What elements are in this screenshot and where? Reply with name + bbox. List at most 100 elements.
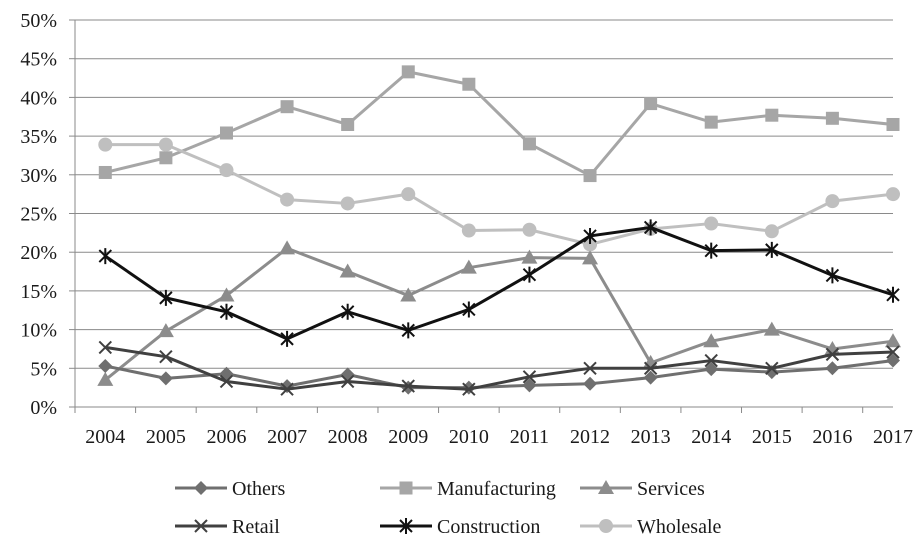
data-point bbox=[280, 100, 294, 114]
data-point bbox=[159, 349, 173, 364]
data-point bbox=[599, 519, 613, 533]
data-point bbox=[341, 117, 355, 131]
data-point bbox=[763, 321, 780, 336]
data-point bbox=[643, 370, 658, 385]
series-construction bbox=[98, 219, 900, 347]
data-point bbox=[219, 303, 234, 320]
y-tick-label: 20% bbox=[20, 242, 57, 264]
data-point bbox=[462, 301, 476, 318]
y-tick-label: 45% bbox=[20, 49, 57, 71]
series-line bbox=[105, 143, 894, 246]
data-point bbox=[219, 126, 233, 140]
series-line bbox=[105, 345, 894, 391]
data-point bbox=[704, 362, 719, 377]
x-tick-label: 2005 bbox=[146, 426, 186, 448]
data-point bbox=[401, 380, 416, 395]
x-tick-label: 2017 bbox=[873, 426, 913, 448]
y-tick-label: 5% bbox=[30, 358, 57, 380]
data-point bbox=[704, 242, 718, 259]
data-point bbox=[98, 340, 113, 355]
x-tick-label: 2008 bbox=[328, 426, 368, 448]
data-point bbox=[886, 117, 900, 131]
data-point bbox=[280, 192, 295, 207]
legend-item-retail: Retail bbox=[175, 516, 280, 538]
data-point bbox=[98, 358, 113, 373]
data-point bbox=[339, 263, 356, 278]
legend-item-services: Services bbox=[580, 478, 705, 500]
legend-item-wholesale: Wholesale bbox=[580, 516, 722, 538]
data-point bbox=[521, 249, 538, 264]
x-tick-label: 2010 bbox=[449, 426, 489, 448]
data-point bbox=[522, 137, 536, 151]
data-point bbox=[886, 286, 900, 303]
data-point bbox=[461, 380, 476, 395]
data-point bbox=[401, 322, 415, 339]
x-tick-label: 2004 bbox=[85, 426, 125, 448]
x-tick-labels: 2004 2005 2006 2007 2008 2009 2010 2011 2012 2013… bbox=[85, 426, 913, 448]
legend-label: Wholesale bbox=[637, 516, 722, 538]
y-tick-label: 25% bbox=[20, 204, 57, 226]
data-point bbox=[159, 289, 173, 306]
data-point bbox=[643, 219, 658, 236]
data-point bbox=[219, 163, 234, 178]
data-point bbox=[98, 248, 113, 265]
x-tick-label: 2012 bbox=[570, 426, 610, 448]
legend-label: Services bbox=[637, 478, 705, 500]
x-tick-label: 2011 bbox=[510, 426, 549, 448]
data-point bbox=[340, 303, 355, 320]
data-point bbox=[583, 376, 598, 391]
data-point bbox=[159, 151, 173, 165]
data-point bbox=[522, 370, 537, 384]
legend-label: Others bbox=[232, 478, 286, 500]
data-point bbox=[462, 77, 476, 91]
y-tick-label: 35% bbox=[20, 126, 57, 148]
x-tick-label: 2014 bbox=[691, 426, 731, 448]
gridlines bbox=[75, 19, 893, 369]
data-point bbox=[158, 371, 173, 386]
data-point bbox=[460, 259, 477, 274]
x-tick-label: 2006 bbox=[206, 426, 246, 448]
data-point bbox=[598, 480, 614, 494]
data-point bbox=[825, 267, 840, 284]
axes bbox=[69, 19, 893, 413]
legend: Others Manufacturing Services Retail Constru… bbox=[175, 478, 722, 538]
data-point bbox=[522, 266, 537, 283]
data-point bbox=[157, 323, 174, 338]
x-tick-label: 2009 bbox=[388, 426, 428, 448]
data-point bbox=[98, 137, 113, 152]
legend-item-others: Others bbox=[175, 478, 286, 500]
series-line bbox=[104, 246, 894, 382]
data-point bbox=[704, 216, 719, 231]
data-point bbox=[886, 187, 900, 202]
data-point bbox=[522, 222, 537, 237]
legend-item-construction: Construction bbox=[380, 516, 540, 538]
data-point bbox=[582, 250, 599, 265]
data-point bbox=[340, 196, 355, 211]
series-retail bbox=[98, 340, 900, 396]
data-point bbox=[97, 371, 114, 386]
data-point bbox=[765, 361, 779, 376]
data-point bbox=[280, 330, 294, 347]
x-tick-label: 2013 bbox=[631, 426, 671, 448]
series-manufacturing bbox=[98, 65, 900, 183]
y-tick-label: 50% bbox=[20, 10, 57, 32]
series-lines bbox=[97, 65, 901, 396]
series-wholesale bbox=[98, 137, 900, 252]
data-point bbox=[825, 111, 839, 125]
y-tick-label: 0% bbox=[30, 397, 57, 419]
data-point bbox=[401, 65, 415, 79]
data-point bbox=[583, 237, 598, 252]
series-services bbox=[97, 240, 901, 386]
data-point bbox=[765, 108, 779, 122]
data-point bbox=[194, 481, 208, 495]
data-point bbox=[643, 361, 658, 376]
series-line bbox=[104, 70, 894, 178]
y-tick-label: 15% bbox=[20, 281, 57, 303]
data-point bbox=[280, 382, 294, 396]
data-point bbox=[218, 287, 235, 302]
y-tick-labels: 0% 5% 10% 15% 20% 25% 30% 35% 40% 45% 50% bbox=[20, 10, 57, 419]
data-point bbox=[399, 518, 413, 534]
x-tick-label: 2016 bbox=[812, 426, 852, 448]
x-tick-label: 2015 bbox=[752, 426, 792, 448]
data-point bbox=[583, 361, 597, 376]
